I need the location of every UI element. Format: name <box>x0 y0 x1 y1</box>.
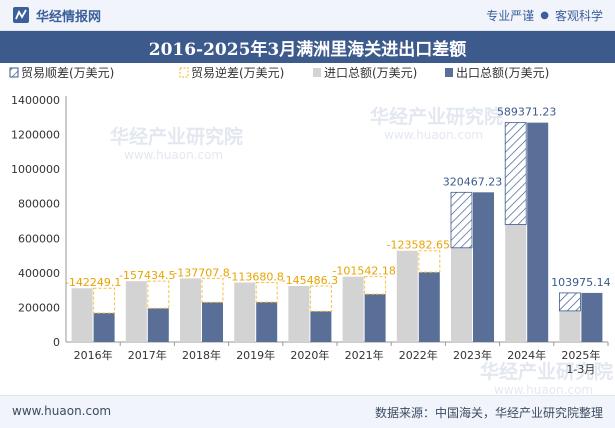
watermark-text: 华经产业研究院 <box>110 125 243 148</box>
brand-name: 华经情报网 <box>36 9 102 25</box>
watermark: 华经产业研究院www.huaon.com华经产业研究院www.huaon.com… <box>110 105 613 395</box>
watermark-url: www.huaon.com <box>384 128 483 142</box>
data-label: -101542.18 <box>332 265 395 278</box>
footer-bar: www.huaon.com 数据来源：中国海关，华经产业研究院整理 <box>0 395 615 428</box>
bar-trade-deficit <box>147 280 170 309</box>
bar-import <box>234 282 256 342</box>
data-label: -123582.65 <box>387 239 450 252</box>
x-tick-label: 2021年 <box>345 348 384 362</box>
bar-export <box>473 192 494 342</box>
bar-import <box>180 278 201 342</box>
bars <box>71 122 603 342</box>
bar-export <box>581 292 603 342</box>
watermark-text: 华经产业研究院 <box>480 360 613 383</box>
bar-export <box>418 272 440 342</box>
legend-swatch <box>9 67 19 78</box>
y-tick-label: 1200000 <box>11 129 60 142</box>
x-tick-label: 2018年 <box>182 348 221 362</box>
watermark-url: www.huaon.com <box>124 148 223 162</box>
x-tick-label: 2025年 1-3月 <box>561 348 600 376</box>
bar-import <box>559 310 581 342</box>
header-bar: 华经情报网 专业严谨 ● 客观科学 <box>0 0 615 31</box>
bar-import <box>342 276 364 342</box>
legend-label: 贸易逆差(万美元) <box>191 65 284 80</box>
bar-trade-deficit <box>418 250 441 273</box>
watermark-url: www.huaon.com <box>494 383 593 395</box>
bar-export <box>256 302 278 342</box>
data-label: -145486.3 <box>282 274 338 287</box>
bar-import <box>451 247 472 342</box>
tagline-2: 客观科学 <box>554 9 603 23</box>
legend-item: 贸易顺差(万美元) <box>9 66 114 80</box>
bar-trade-surplus <box>504 122 527 225</box>
y-tick-label: 600000 <box>18 232 60 245</box>
data-label: 320467.23 <box>443 175 503 188</box>
watermark-text: 华经产业研究院 <box>370 105 503 128</box>
data-label: 103975.14 <box>551 276 611 289</box>
bar-import <box>125 281 147 342</box>
bar-import <box>505 224 527 342</box>
bar-import <box>71 288 93 342</box>
bar-trade-deficit <box>93 287 116 314</box>
bar-export <box>93 312 115 342</box>
brand-logo-icon <box>13 7 29 23</box>
footer-site: www.huaon.com <box>12 404 112 418</box>
legend-swatch <box>179 67 189 78</box>
bar-export <box>147 308 169 342</box>
legend-label: 贸易顺差(万美元) <box>21 66 114 80</box>
data-label: 589371.23 <box>497 106 557 119</box>
bar-trade-surplus <box>450 191 473 249</box>
x-tick-label: 2023年 <box>453 348 492 362</box>
header-tagline: 专业严谨 ● 客观科学 <box>486 7 603 24</box>
data-label: -137707.8 <box>173 266 229 279</box>
tagline-1: 专业严谨 <box>486 9 535 23</box>
x-tick-label: 2019年 <box>236 348 275 362</box>
x-tick-label: 2016年 <box>74 348 113 362</box>
bar-export <box>310 311 332 342</box>
bar-trade-deficit <box>255 282 278 303</box>
legend-swatch <box>313 68 321 77</box>
brand: 华经情报网 <box>12 6 102 25</box>
bar-trade-deficit <box>201 277 224 303</box>
legend-label: 出口总额(万美元) <box>456 66 549 80</box>
legend-item: 贸易逆差(万美元) <box>179 65 284 80</box>
bar-trade-deficit <box>364 276 387 295</box>
bar-import <box>396 250 418 342</box>
data-label: -157434.5 <box>119 269 175 282</box>
bar-export <box>202 302 223 342</box>
bar-import <box>288 285 310 342</box>
x-tick-label: 2017年 <box>128 348 167 362</box>
chart: 华经产业研究院www.huaon.com华经产业研究院www.huaon.com… <box>9 65 613 395</box>
y-tick-label: 200000 <box>18 301 60 314</box>
chart-title: 2016-2025年3月满洲里海关进出口差额 <box>0 31 615 63</box>
data-labels: -142249.1-157434.5-137707.8-113680.8-145… <box>65 106 611 290</box>
bar-export <box>527 122 549 342</box>
x-tick-label: 2022年 <box>399 348 438 362</box>
bullet-icon: ● <box>540 10 549 21</box>
x-tick-label: 2024年 <box>507 348 546 362</box>
bar-export <box>364 294 386 342</box>
legend-label: 进口总额(万美元) <box>324 66 417 80</box>
legend-swatch <box>445 68 453 77</box>
y-tick-label: 1000000 <box>11 163 60 176</box>
y-tick-label: 400000 <box>18 267 60 280</box>
y-tick-label: 0 <box>53 336 60 349</box>
data-label: -113680.8 <box>227 271 283 284</box>
y-tick-label: 800000 <box>18 198 60 211</box>
bar-trade-deficit <box>309 285 332 312</box>
y-tick-label: 1400000 <box>11 94 60 107</box>
x-tick-label: 2020年 <box>290 348 329 362</box>
data-label: -142249.1 <box>65 276 121 289</box>
legend-item: 进口总额(万美元) <box>313 66 417 80</box>
legend-item: 出口总额(万美元) <box>445 66 549 80</box>
footer-source: 数据来源：中国海关，华经产业研究院整理 <box>374 406 603 420</box>
bar-trade-surplus <box>559 292 581 312</box>
legend: 贸易顺差(万美元) 贸易逆差(万美元) 进口总额(万美元) 出口总额(万美元) <box>9 65 549 80</box>
